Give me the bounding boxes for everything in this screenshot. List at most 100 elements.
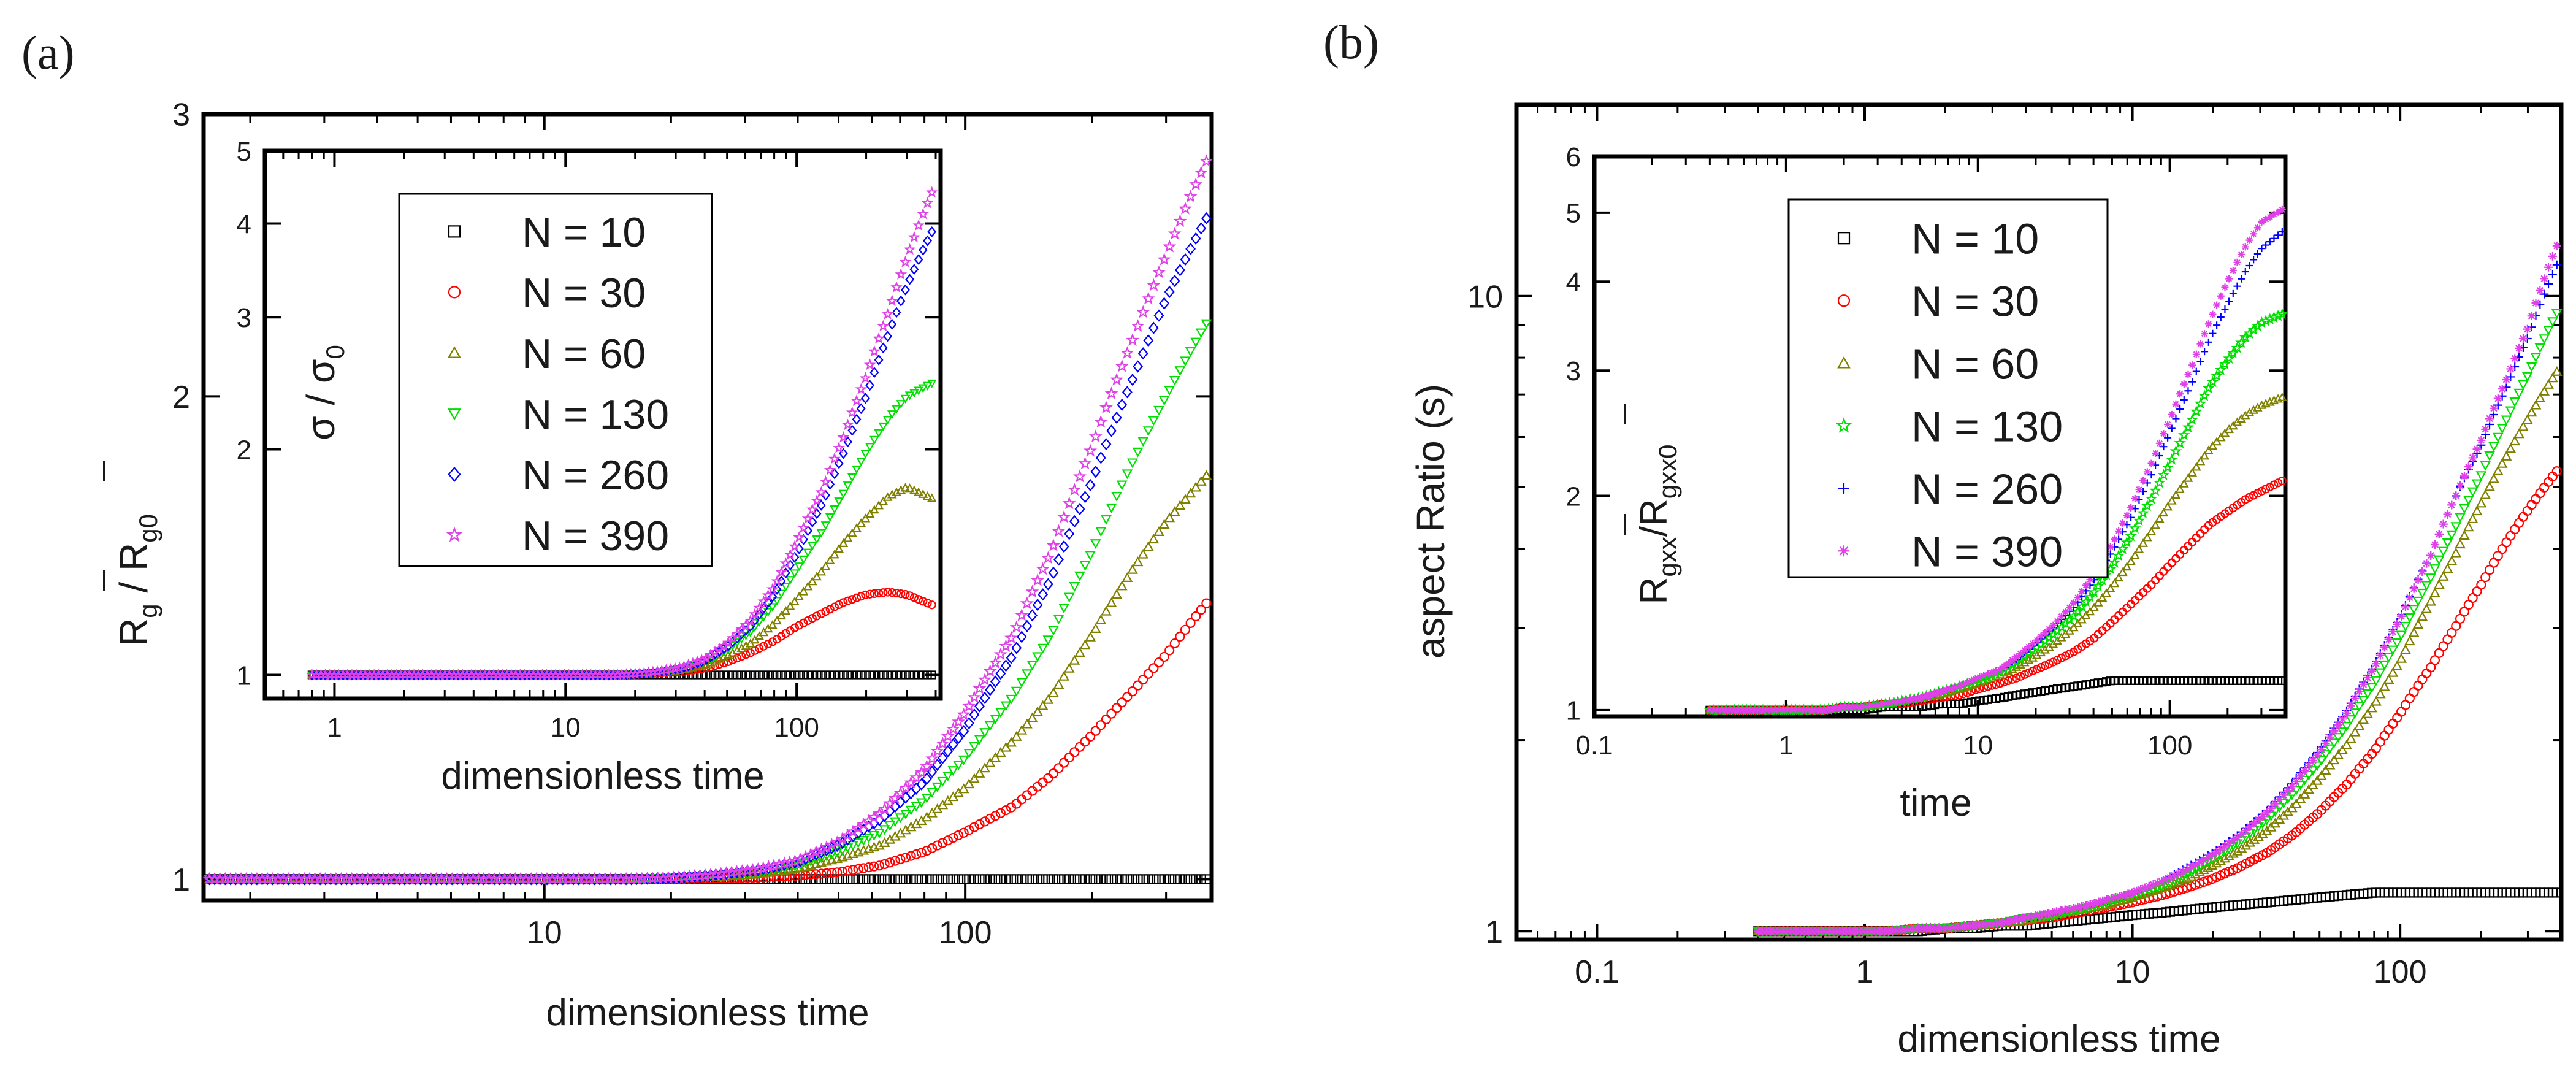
data-point [1882, 700, 1890, 708]
data-point [704, 648, 717, 661]
data-point [1090, 465, 1101, 478]
data-point [2312, 761, 2323, 772]
panel-b: (b) 0.1 1 10 100 1 10 dimensionless time aspe… [1323, 15, 2564, 1060]
data-point [827, 874, 837, 884]
data-point [2241, 243, 2249, 251]
data-point [1824, 705, 1832, 713]
data-point [1011, 874, 1022, 884]
data-point [2521, 372, 2533, 382]
data-point [963, 749, 975, 759]
data-point [1127, 874, 1138, 884]
data-point [2274, 231, 2282, 239]
data-point [2188, 378, 2196, 386]
data-point [2203, 445, 2214, 454]
data-point [2547, 372, 2558, 383]
data-point [1085, 631, 1096, 642]
data-point [857, 592, 866, 601]
data-point [1168, 226, 1182, 240]
data-point [1767, 706, 1775, 714]
data-point [834, 497, 844, 507]
data-point [985, 874, 995, 884]
data-point [865, 443, 875, 452]
data-point [821, 868, 832, 878]
data-point [2069, 904, 2078, 913]
data-point [790, 596, 800, 606]
data-point [785, 626, 795, 635]
data-point [767, 858, 781, 872]
data-point [874, 588, 884, 598]
data-point [1939, 687, 1947, 695]
data-point [2211, 857, 2222, 868]
data-point [1195, 475, 1207, 486]
data-point [825, 670, 835, 680]
data-point [2081, 901, 2090, 910]
data-point [2456, 481, 2465, 490]
data-point [1902, 696, 1910, 704]
data-point [2480, 461, 2491, 471]
data-point [922, 491, 933, 500]
data-point [2333, 749, 2344, 759]
data-point [2397, 611, 2406, 621]
data-point [2433, 579, 2445, 589]
data-point [2025, 643, 2033, 651]
data-point [827, 867, 837, 878]
data-point [794, 562, 805, 572]
data-point [2209, 310, 2217, 318]
data-point [1004, 630, 1019, 644]
data-point [2464, 462, 2473, 472]
data-point [946, 722, 960, 735]
data-point [1971, 675, 1979, 683]
data-point [2421, 603, 2433, 613]
data-point [2379, 660, 2390, 670]
data-point [923, 235, 932, 247]
data-point [852, 523, 862, 532]
data-point [906, 851, 916, 861]
data-point [2094, 897, 2103, 906]
data-point [2304, 761, 2314, 770]
data-point [2199, 856, 2208, 865]
data-point [1009, 620, 1023, 634]
data-point [2307, 766, 2319, 776]
data-point [1016, 678, 1028, 688]
data-point [1710, 706, 1718, 714]
data-point [896, 295, 906, 307]
data-point [816, 567, 827, 576]
data-point [1997, 918, 2006, 927]
data-point [2183, 473, 2193, 482]
data-point [883, 588, 892, 597]
data-point [953, 731, 964, 745]
data-point [856, 403, 866, 415]
data-point [1048, 566, 1059, 579]
data-point [919, 597, 928, 606]
data-point [1048, 687, 1059, 697]
data-point [1074, 874, 1085, 884]
data-point [1718, 706, 1726, 714]
data-point [2277, 676, 2287, 685]
data-point [2115, 527, 2123, 535]
data-point [2203, 875, 2213, 886]
data-point [2317, 745, 2326, 754]
data-point [2237, 829, 2246, 838]
panel-a-inset-ticks: 1 10 100 1 2 3 4 5 [237, 137, 941, 743]
data-point [1137, 548, 1149, 559]
data-point [1148, 663, 1159, 673]
data-point [2257, 486, 2266, 496]
data-point [2133, 514, 2146, 526]
data-point [1174, 366, 1186, 377]
data-point [2459, 530, 2470, 540]
data-point [1063, 662, 1075, 673]
data-point [1011, 686, 1022, 697]
data-point [2493, 394, 2502, 403]
data-point [2065, 905, 2074, 914]
data-point [2442, 538, 2453, 548]
data-point [2020, 670, 2029, 679]
data-point [2149, 880, 2158, 889]
data-point [847, 528, 857, 537]
data-point [830, 550, 839, 559]
data-point [835, 832, 849, 845]
data-point [1190, 481, 1202, 492]
data-point [741, 670, 751, 680]
data-point [2455, 538, 2466, 549]
data-point [799, 618, 808, 627]
data-point [978, 672, 992, 686]
